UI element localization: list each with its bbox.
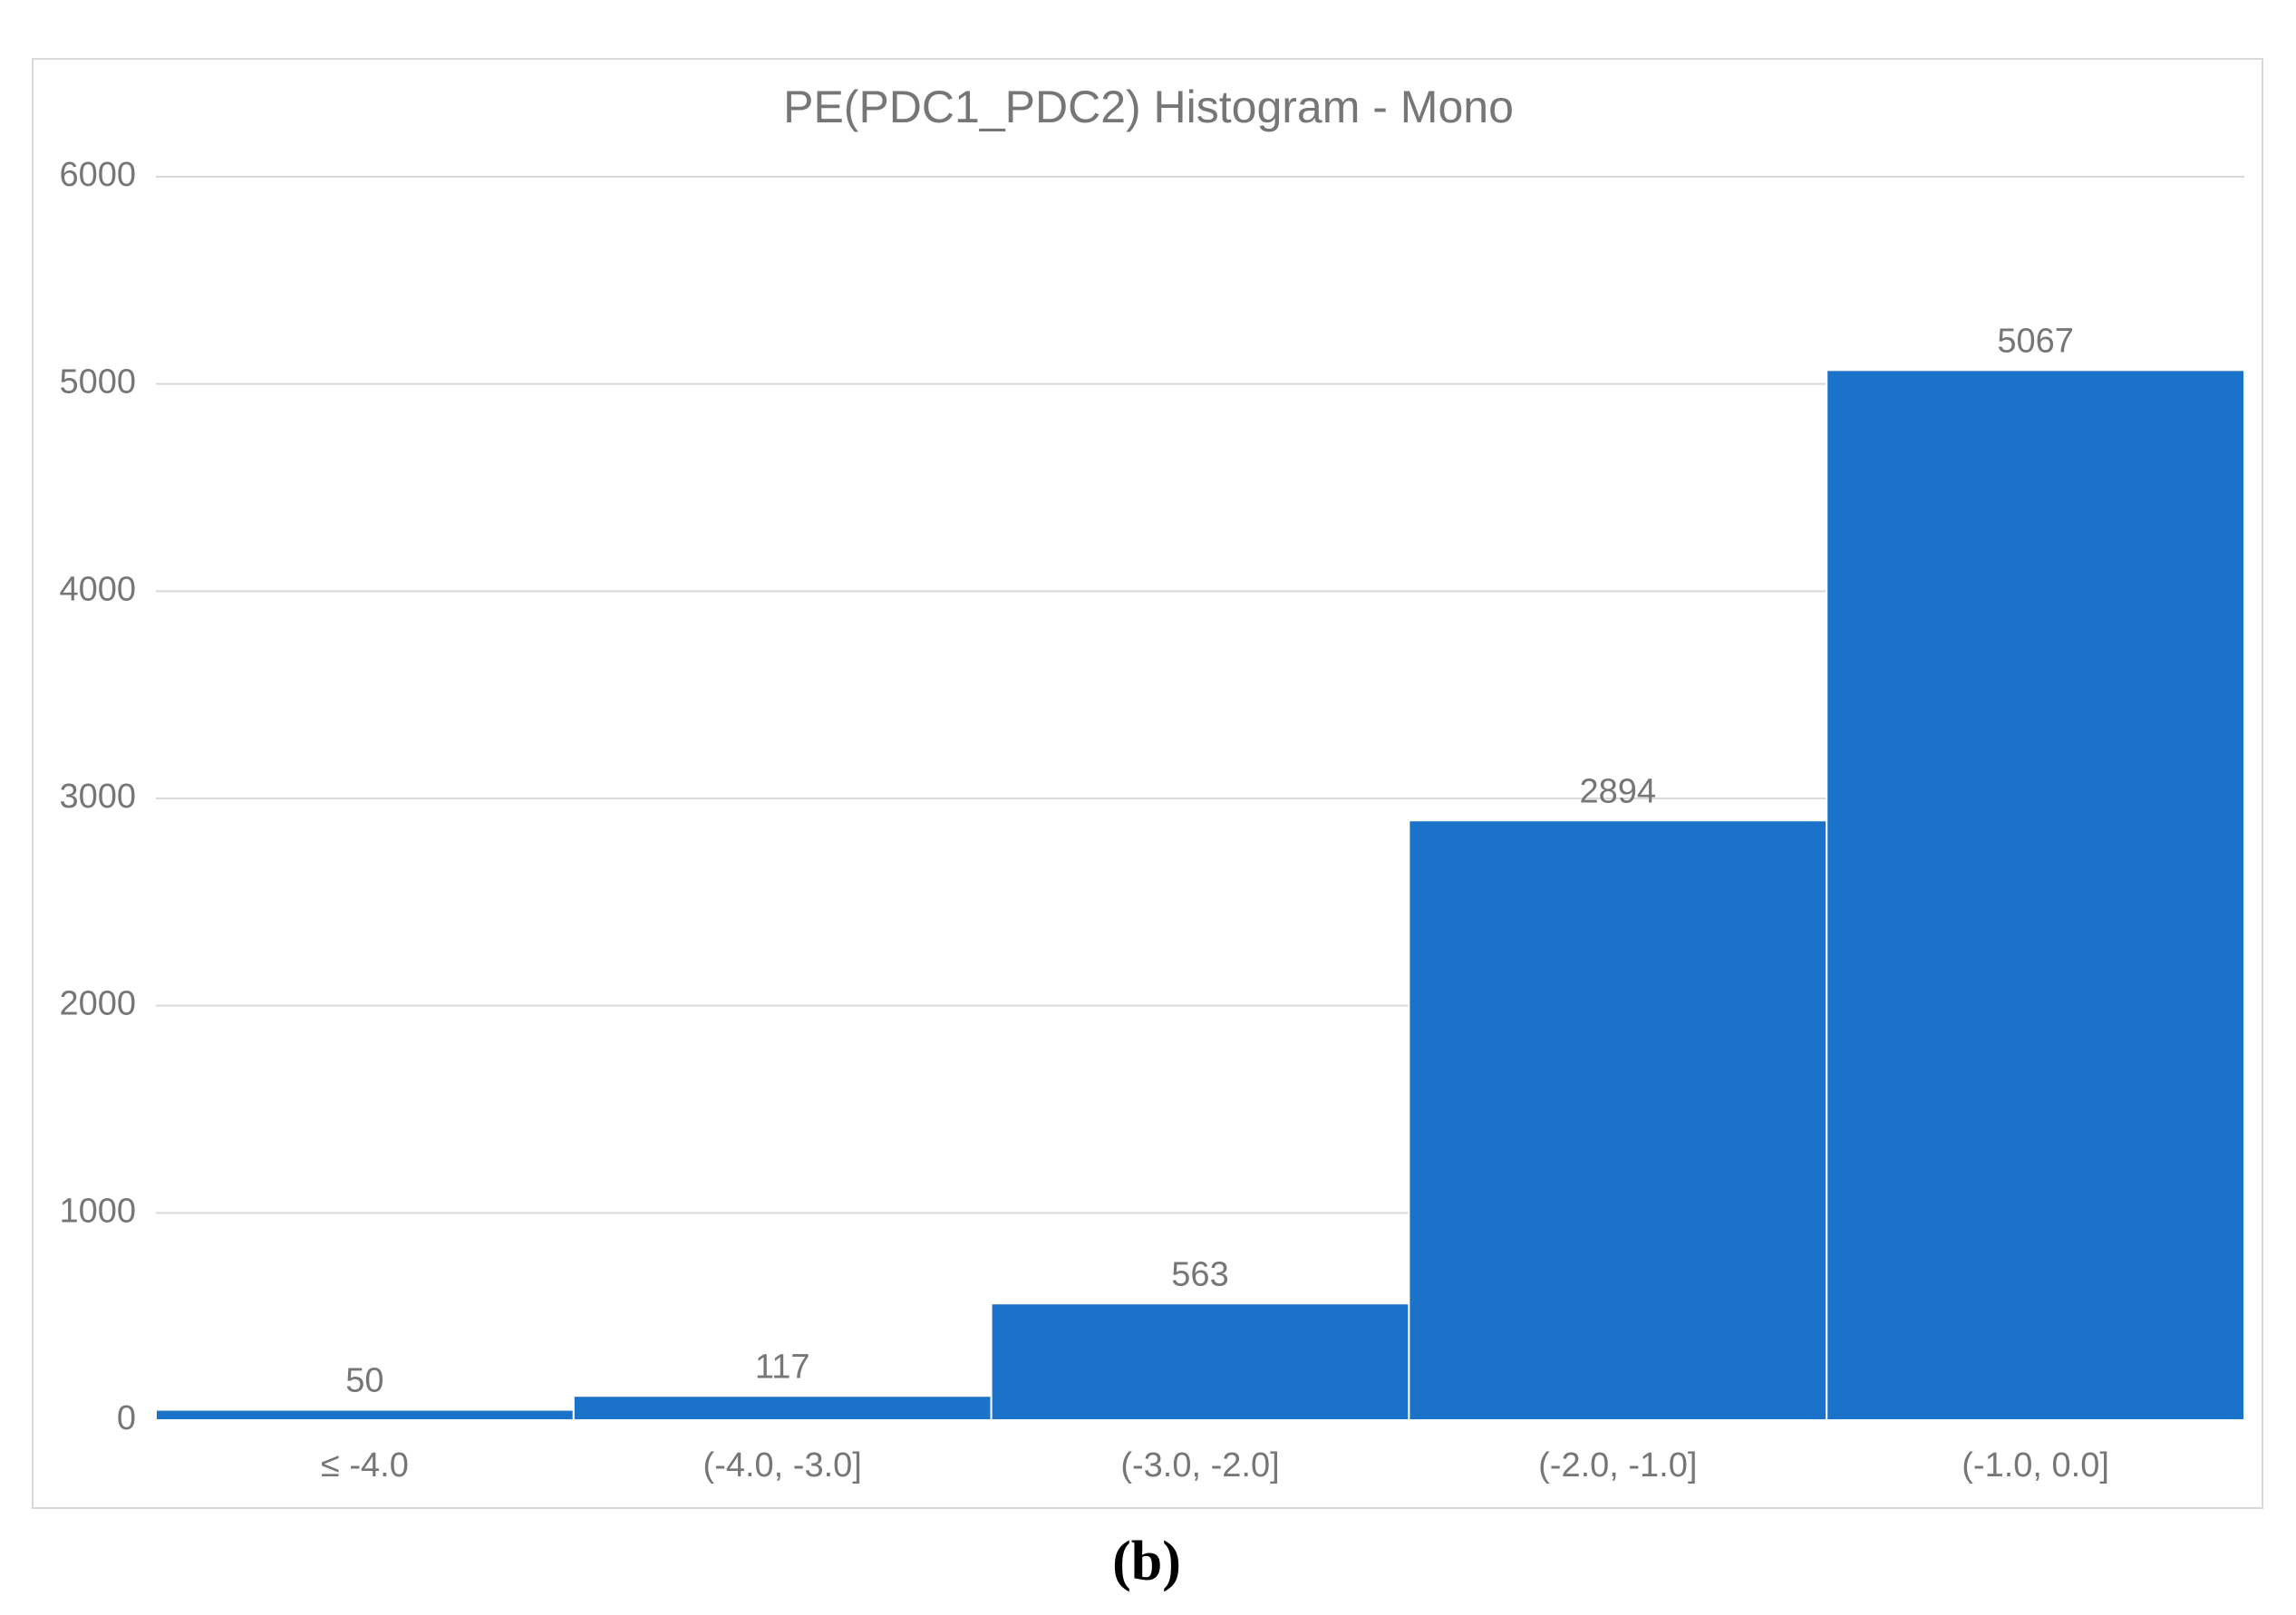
value-label: 50 xyxy=(345,1362,383,1400)
value-label: 563 xyxy=(1171,1255,1228,1293)
x-tick-label: (-3.0, -2.0] xyxy=(1120,1446,1279,1484)
value-label: 5067 xyxy=(1997,322,2074,360)
y-tick-label: 4000 xyxy=(59,570,136,608)
y-tick-label: 1000 xyxy=(59,1192,136,1230)
x-tick-label: (-4.0, -3.0] xyxy=(703,1446,862,1484)
bar xyxy=(990,1302,1410,1421)
bar xyxy=(572,1395,993,1421)
y-tick-label: 0 xyxy=(117,1399,136,1437)
value-label: 2894 xyxy=(1580,772,1657,810)
bar xyxy=(1408,819,1828,1421)
bar xyxy=(155,1408,575,1421)
y-tick-label: 5000 xyxy=(59,363,136,401)
y-tick-label: 3000 xyxy=(59,778,136,816)
value-label: 117 xyxy=(755,1348,810,1386)
chart-title: PE(PDC1_PDC2) Histogram - Mono xyxy=(783,82,1514,132)
x-tick-label: ≤ -4.0 xyxy=(321,1446,409,1484)
x-tick-label: (-2.0, -1.0] xyxy=(1538,1446,1697,1484)
x-tick-label: (-1.0, 0.0] xyxy=(1962,1446,2109,1484)
caption: (b) xyxy=(1112,1531,1181,1592)
y-tick-label: 2000 xyxy=(59,985,136,1023)
y-tick-label: 6000 xyxy=(59,156,136,194)
bar xyxy=(1826,369,2245,1422)
